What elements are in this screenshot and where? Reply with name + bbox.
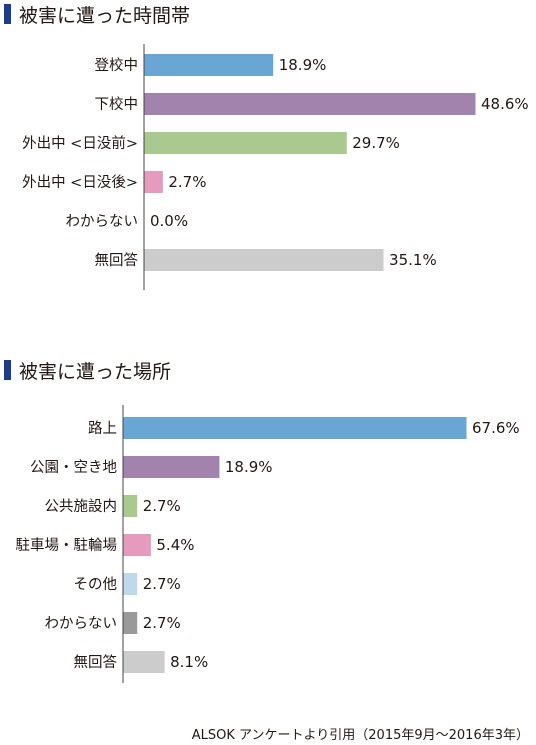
data-label: 2.7%: [143, 614, 181, 632]
bar: [145, 132, 347, 154]
category-label: 無回答: [95, 252, 139, 269]
data-label: 0.0%: [150, 212, 188, 230]
bar: [124, 612, 138, 634]
data-label: 2.7%: [143, 575, 181, 593]
bar: [145, 54, 274, 76]
data-label: 2.7%: [143, 497, 181, 515]
category-label: 外出中 <日没前>: [22, 135, 138, 152]
bar: [124, 417, 467, 439]
title-marker-icon: [4, 4, 11, 24]
category-label: 公共施設内: [45, 498, 118, 515]
data-label: 5.4%: [156, 536, 194, 554]
category-label: 下校中: [95, 96, 139, 113]
bar: [124, 573, 138, 595]
title-marker-icon: [4, 360, 11, 380]
data-label: 29.7%: [352, 134, 400, 152]
bar: [145, 93, 476, 115]
category-label: わからない: [66, 213, 139, 230]
bar: [145, 171, 163, 193]
data-label: 2.7%: [168, 173, 206, 191]
category-label: 公園・空き地: [30, 459, 117, 476]
source-note: ALSOK アンケートより引用（2015年9月〜2016年3年）: [192, 728, 529, 743]
category-label: 外出中 <日没後>: [22, 174, 138, 191]
data-label: 8.1%: [170, 653, 208, 671]
category-label: 路上: [88, 420, 117, 437]
bar: [124, 495, 138, 517]
chart-time-of-day: 被害に遭った時間帯 登校中 18.9% 下校中 48.6% 外出中 <日没前> 29.7%…: [4, 4, 529, 290]
chart-title: 被害に遭った場所: [19, 361, 171, 383]
bar: [124, 456, 220, 478]
category-label: わからない: [45, 615, 118, 632]
category-label: 登校中: [95, 57, 139, 74]
category-label: その他: [74, 576, 118, 593]
data-label: 48.6%: [481, 95, 529, 113]
bar: [145, 249, 384, 271]
data-label: 18.9%: [225, 458, 273, 476]
data-label: 35.1%: [389, 251, 437, 269]
category-label: 無回答: [74, 654, 118, 671]
chart-title: 被害に遭った時間帯: [19, 5, 190, 27]
bar: [124, 534, 151, 556]
data-label: 18.9%: [279, 56, 327, 74]
category-label: 駐車場・駐輪場: [16, 537, 118, 554]
bar: [124, 651, 165, 673]
chart-location: 被害に遭った場所 路上 67.6% 公園・空き地 18.9% 公共施設内 2.7% 駐車場・…: [4, 360, 520, 683]
data-label: 67.6%: [472, 419, 520, 437]
